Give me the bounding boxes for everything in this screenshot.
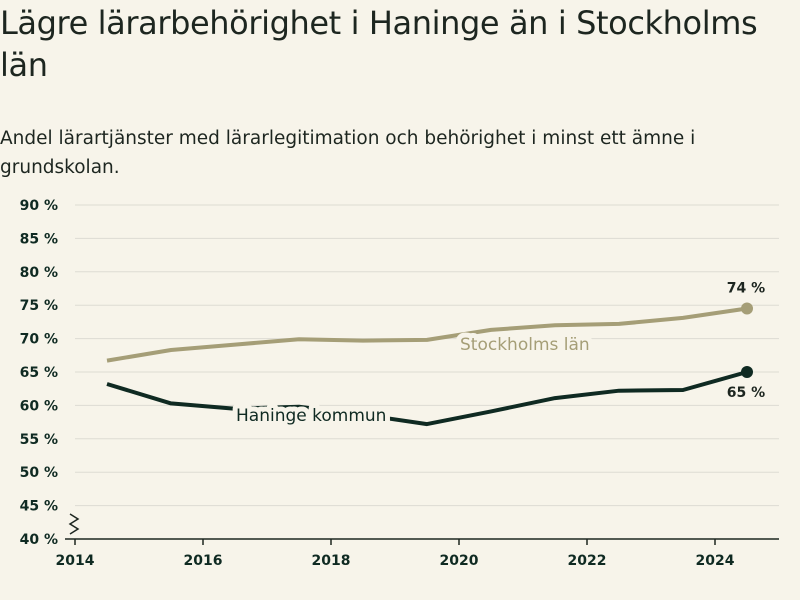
axis-break-icon <box>68 513 80 535</box>
series-line-haninge <box>106 370 748 427</box>
y-tick-label: 80 % <box>20 265 58 281</box>
y-tick-label: 70 % <box>20 332 58 348</box>
series-label-haninge: Haninge kommun <box>236 406 386 426</box>
series-line-stockholm <box>106 306 748 363</box>
series-end-marker <box>741 302 753 315</box>
series-end-marker <box>741 366 753 378</box>
series-label-halo: Haninge kommun <box>236 406 386 426</box>
y-tick-label: 40 % <box>20 532 58 548</box>
series-end-label: 74 % <box>727 281 765 297</box>
x-tick-label: 2022 <box>568 553 607 569</box>
series-label-halo: Stockholms län <box>460 335 590 355</box>
x-tick-label: 2018 <box>312 553 351 569</box>
chart-title: Lägre lärarbehörighet i Haninge än i Sto… <box>0 4 758 84</box>
x-tick-label: 2024 <box>696 553 735 569</box>
y-tick-label: 50 % <box>20 465 58 481</box>
x-tick-label: 2016 <box>184 553 223 569</box>
series-label-stockholm: Stockholms län <box>460 335 590 355</box>
y-tick-label: 65 % <box>20 365 58 381</box>
x-tick-label: 2020 <box>440 553 479 569</box>
x-tick-label: 2014 <box>56 553 95 569</box>
series-end-label: 65 % <box>727 385 765 401</box>
y-tick-label: 75 % <box>20 298 58 314</box>
chart-subtitle: Andel lärartjänster med lärarlegitimatio… <box>0 128 696 178</box>
y-tick-label: 45 % <box>20 499 58 515</box>
y-tick-label: 85 % <box>20 231 58 247</box>
y-tick-label: 55 % <box>20 432 58 448</box>
y-tick-label: 60 % <box>20 398 58 414</box>
y-tick-label: 90 % <box>20 198 58 214</box>
